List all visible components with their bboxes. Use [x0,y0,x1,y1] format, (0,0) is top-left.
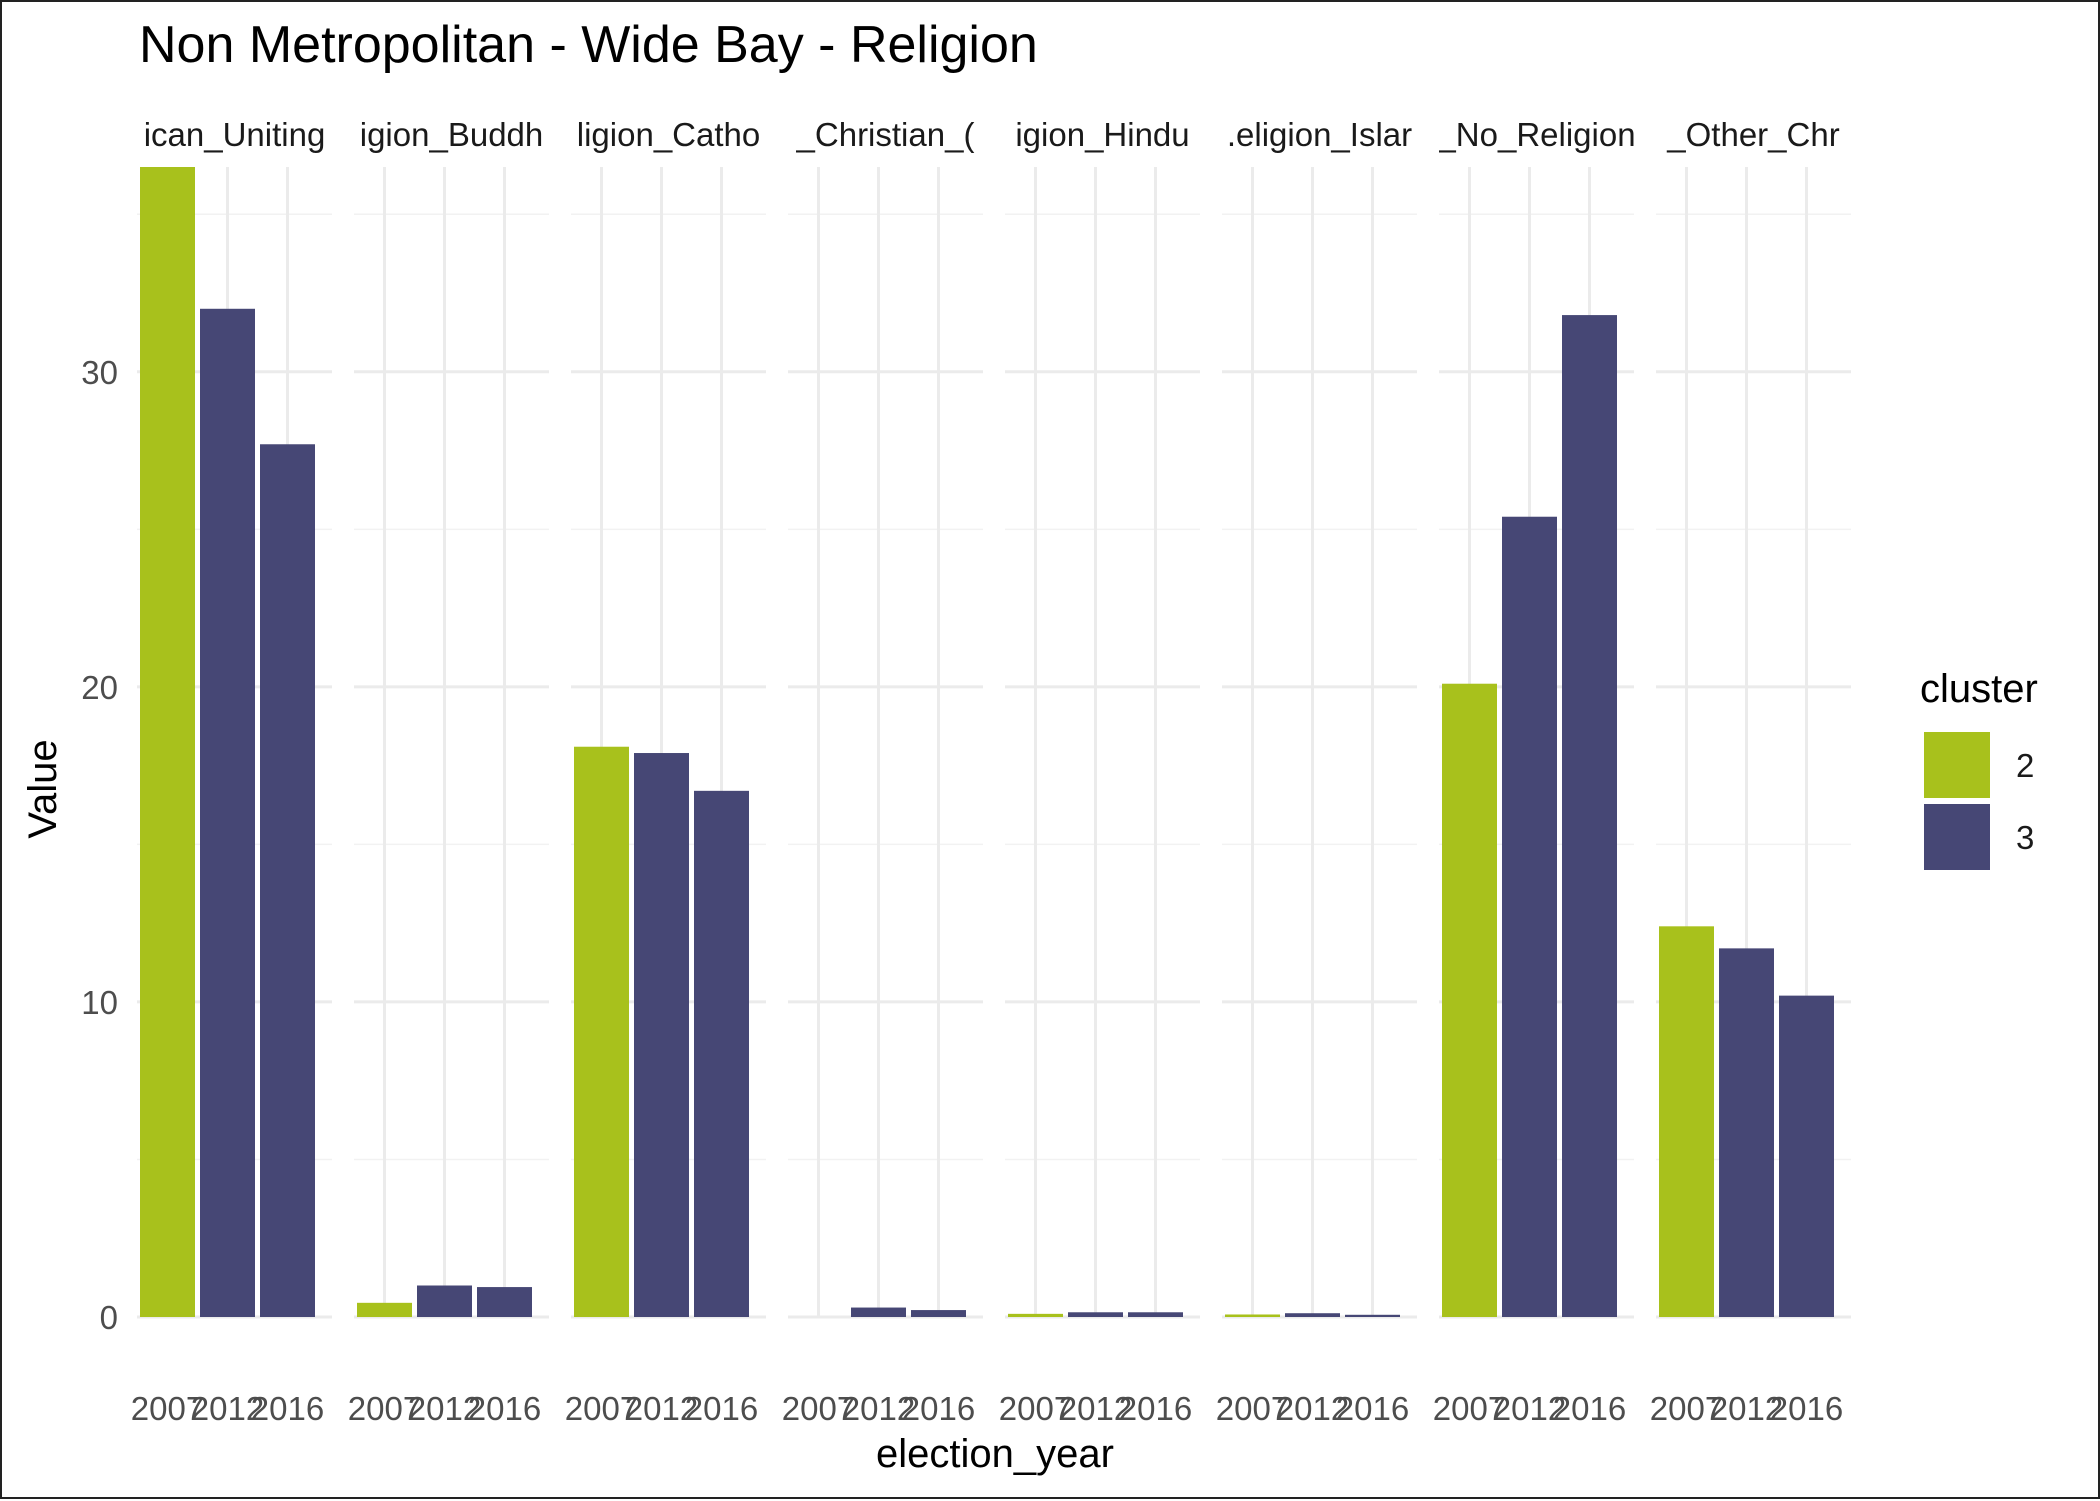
bar [694,790,749,1317]
facet-strip-label: ican_Uniting [144,116,326,153]
x-tick-label: 2016 [468,1390,541,1427]
x-tick-label: 2016 [1770,1390,1843,1427]
bar [1345,1314,1400,1317]
bar [1068,1312,1123,1317]
facet-strip-label: .eligion_Islar [1227,116,1412,153]
bar [260,444,315,1318]
legend-label: 3 [2016,819,2034,856]
x-tick-label: 2012 [1493,1390,1566,1427]
y-axis-title: Value [21,739,65,838]
x-tick-label: 2016 [685,1390,758,1427]
x-tick-label: 2012 [625,1390,698,1427]
x-tick-label: 2016 [1553,1390,1626,1427]
legend: cluster 2 3 [1920,667,2038,870]
x-tick-label: 2016 [251,1390,324,1427]
x-tick-label: 2016 [1336,1390,1409,1427]
x-tick-label: 2012 [408,1390,481,1427]
bar [200,308,255,1317]
x-tick-label: 2007 [565,1390,638,1427]
x-tick-label: 2016 [902,1390,975,1427]
bar [1502,516,1557,1317]
bar [1562,315,1617,1318]
legend-title: cluster [1920,667,2038,711]
x-tick-label: 2016 [1119,1390,1192,1427]
y-tick-label: 30 [81,354,118,391]
legend-key [1924,804,1990,870]
x-tick-label: 2007 [782,1390,855,1427]
x-tick-label: 2007 [1650,1390,1723,1427]
bar [634,753,689,1317]
x-tick-label: 2007 [1433,1390,1506,1427]
y-axis: 0 10 20 30 [81,354,118,1336]
facet-strip-label: igion_Hindu [1015,116,1189,153]
bar [911,1310,966,1317]
x-tick-label: 2007 [999,1390,1072,1427]
facet-strip-label: _Other_Chr [1666,116,1839,153]
y-tick-label: 10 [81,984,118,1021]
x-tick-label: 2007 [131,1390,204,1427]
bar [1659,926,1714,1317]
bar [417,1285,472,1317]
facet-strip-label: _Christian_( [796,116,975,153]
chart-title: Non Metropolitan - Wide Bay - Religion [139,16,1038,74]
x-tick-label: 2007 [1216,1390,1289,1427]
x-axis-title: election_year [876,1432,1114,1476]
y-tick-label: 20 [81,669,118,706]
bar [477,1287,532,1317]
bar [1442,683,1497,1317]
facet-strip-label: _No_Religion [1436,116,1635,153]
bar [574,746,629,1317]
x-tick-label: 2012 [1276,1390,1349,1427]
facet-strip-label: igion_Buddh [360,116,544,153]
bar [1225,1314,1280,1317]
facet-panels: 200720122016ican_Uniting200720122016igio… [131,116,1851,1427]
bar [140,167,195,1317]
facet-strip-label: ligion_Catho [577,116,760,153]
x-tick-label: 2012 [191,1390,264,1427]
bar [1285,1313,1340,1317]
bar [1779,995,1834,1317]
legend-label: 2 [2016,747,2034,784]
x-tick-label: 2012 [1710,1390,1783,1427]
bar [1128,1312,1183,1317]
bar [1719,948,1774,1317]
bar [851,1307,906,1317]
legend-key [1924,732,1990,798]
bar [357,1302,412,1317]
x-tick-label: 2012 [842,1390,915,1427]
bar [1008,1313,1063,1317]
x-tick-label: 2007 [348,1390,421,1427]
x-tick-label: 2012 [1059,1390,1132,1427]
y-tick-label: 0 [100,1299,118,1336]
